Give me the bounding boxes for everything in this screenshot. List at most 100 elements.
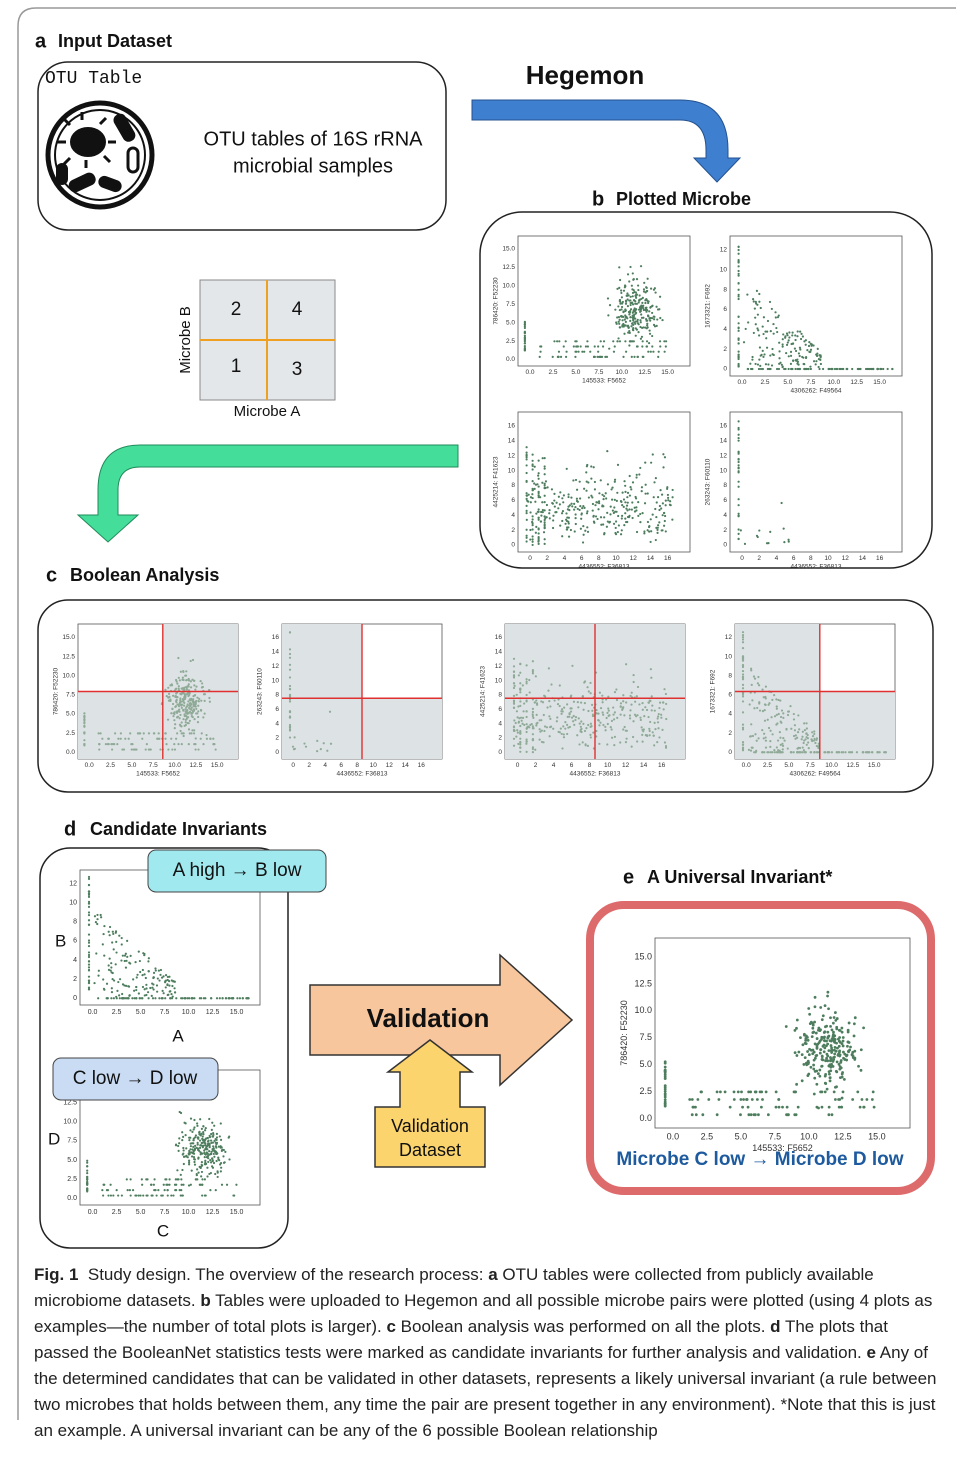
point — [190, 1155, 194, 1158]
point — [626, 292, 629, 295]
point — [838, 1049, 842, 1053]
point — [793, 724, 796, 727]
point — [87, 883, 91, 887]
point — [845, 1058, 849, 1062]
point — [759, 367, 763, 371]
point — [628, 714, 632, 717]
point — [136, 973, 139, 976]
x-tick-label: 7.5 — [160, 1009, 170, 1016]
point — [173, 712, 176, 716]
point — [525, 738, 528, 741]
x-axis-label: 145533: F5652 — [582, 378, 626, 385]
point — [553, 699, 556, 702]
point — [188, 719, 191, 722]
point — [870, 751, 874, 754]
point — [586, 530, 590, 533]
point — [641, 733, 644, 737]
point — [288, 656, 292, 659]
point — [543, 465, 546, 468]
point — [641, 301, 644, 304]
quadrant-shade — [282, 624, 362, 699]
point — [737, 281, 740, 285]
point — [557, 350, 561, 353]
point — [87, 893, 91, 896]
point — [182, 704, 186, 707]
point — [534, 500, 537, 503]
plot-frame — [654, 937, 911, 1129]
point — [512, 694, 516, 697]
point — [96, 922, 99, 926]
point — [528, 678, 531, 682]
point — [173, 711, 176, 714]
point — [193, 1149, 196, 1152]
point — [221, 1148, 224, 1151]
point — [595, 708, 598, 712]
point — [179, 1173, 182, 1176]
point — [788, 336, 791, 339]
point — [101, 1189, 104, 1192]
point — [649, 287, 653, 290]
point — [663, 456, 667, 459]
point — [576, 700, 579, 704]
point — [107, 930, 110, 933]
point — [622, 505, 625, 508]
point — [618, 308, 621, 312]
point — [820, 1058, 824, 1062]
point — [543, 542, 546, 545]
point — [515, 693, 518, 696]
point — [815, 360, 818, 363]
point — [557, 495, 560, 498]
point — [741, 693, 745, 696]
point — [624, 741, 628, 744]
point — [203, 712, 206, 715]
point — [578, 508, 581, 512]
point — [579, 527, 582, 530]
point — [525, 678, 528, 681]
point — [535, 722, 538, 725]
point — [586, 526, 589, 529]
point — [633, 313, 636, 317]
point — [743, 542, 747, 545]
point — [631, 328, 635, 331]
point — [606, 743, 609, 746]
point — [545, 516, 548, 519]
point — [99, 732, 102, 735]
point — [133, 989, 136, 992]
point — [538, 738, 541, 741]
point — [798, 346, 802, 349]
point — [167, 686, 170, 689]
point — [843, 1052, 847, 1056]
point — [141, 737, 144, 740]
point — [153, 1178, 156, 1181]
point — [517, 705, 520, 708]
point — [604, 729, 607, 732]
point — [531, 737, 535, 741]
point — [97, 997, 100, 1000]
caption-text: The plots that passed the BooleanNet sta… — [34, 1317, 888, 1362]
point — [749, 1090, 753, 1094]
point — [808, 1047, 811, 1051]
point — [741, 673, 745, 676]
y-tick-label: 8 — [511, 482, 515, 489]
x-tick-label: 12 — [622, 762, 630, 769]
y-tick-label: 10 — [720, 467, 728, 474]
point — [756, 303, 759, 306]
point — [663, 350, 666, 353]
x-tick-label: 12.5 — [847, 762, 860, 769]
point — [737, 353, 740, 356]
point — [543, 457, 546, 460]
point — [762, 737, 765, 740]
point — [581, 507, 584, 510]
point — [828, 1072, 831, 1076]
point — [782, 333, 785, 336]
point — [567, 520, 570, 523]
point — [784, 1025, 788, 1028]
point — [93, 915, 97, 918]
point — [773, 751, 776, 754]
y-tick-label: 14 — [495, 649, 503, 656]
point — [787, 710, 791, 713]
point — [193, 1163, 197, 1166]
point — [599, 516, 603, 519]
point — [531, 713, 534, 716]
